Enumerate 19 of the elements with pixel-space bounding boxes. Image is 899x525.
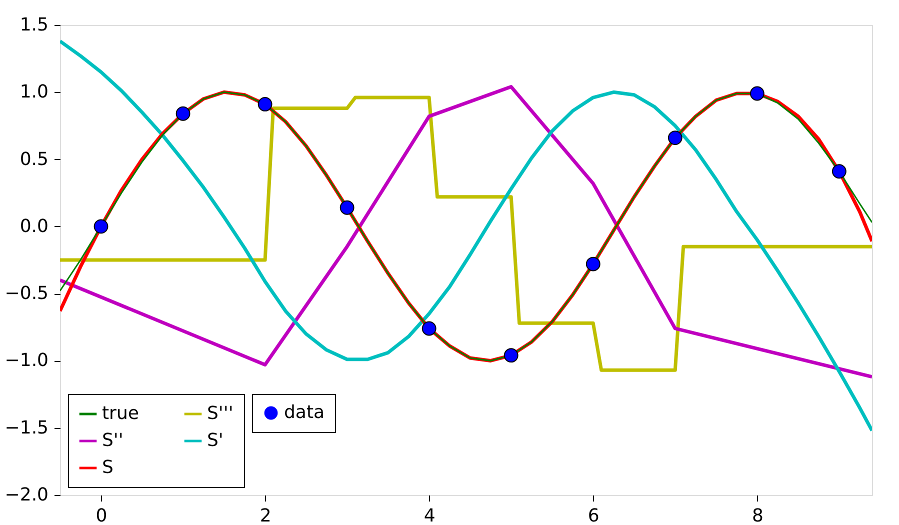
legend-label: data <box>284 402 325 423</box>
legend-label: S <box>102 457 114 478</box>
legend-label: true <box>102 403 139 424</box>
y-tick-label: −1.5 <box>4 417 48 438</box>
x-tick-label: 0 <box>96 506 108 525</box>
y-tick-label: −0.5 <box>4 283 48 304</box>
y-tick-label: −1.0 <box>4 350 48 372</box>
y-tick-label: 1.0 <box>20 82 48 103</box>
x-tick-label: 2 <box>260 506 272 525</box>
x-tick-label: 6 <box>588 506 600 525</box>
y-tick-label: −2.0 <box>4 484 48 506</box>
legend-label: S'' <box>102 430 124 451</box>
x-tick-label: 8 <box>752 506 764 525</box>
y-tick-label: 1.5 <box>20 14 48 36</box>
y-tick-label: 0.5 <box>20 148 48 170</box>
legend-label: S' <box>207 430 224 451</box>
y-tick-label: 0.0 <box>20 216 48 237</box>
legend-label: S''' <box>207 403 234 424</box>
x-tick-label: 4 <box>424 506 436 525</box>
